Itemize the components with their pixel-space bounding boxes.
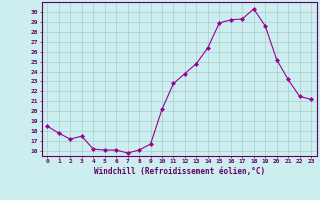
X-axis label: Windchill (Refroidissement éolien,°C): Windchill (Refroidissement éolien,°C)	[94, 167, 265, 176]
